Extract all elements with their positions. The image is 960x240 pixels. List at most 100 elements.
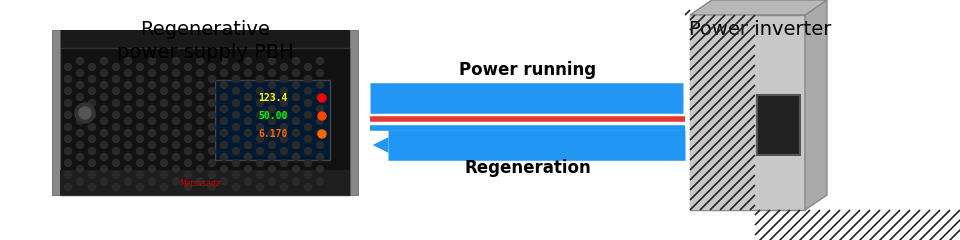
Circle shape xyxy=(245,118,252,125)
Circle shape xyxy=(197,118,204,125)
Circle shape xyxy=(125,166,132,173)
Circle shape xyxy=(269,130,276,137)
Circle shape xyxy=(112,76,119,83)
Circle shape xyxy=(317,82,324,89)
Circle shape xyxy=(136,172,143,179)
Circle shape xyxy=(304,172,311,179)
Circle shape xyxy=(221,166,228,173)
Circle shape xyxy=(293,82,300,89)
Circle shape xyxy=(184,124,191,131)
Circle shape xyxy=(160,184,167,191)
Circle shape xyxy=(280,124,287,131)
Circle shape xyxy=(317,154,324,161)
Circle shape xyxy=(232,172,239,179)
Circle shape xyxy=(112,184,119,191)
Circle shape xyxy=(317,106,324,113)
Circle shape xyxy=(125,142,132,149)
Circle shape xyxy=(256,124,263,131)
Circle shape xyxy=(112,100,119,107)
Circle shape xyxy=(208,112,215,119)
Circle shape xyxy=(64,100,71,107)
Circle shape xyxy=(112,88,119,95)
Circle shape xyxy=(173,178,180,185)
Polygon shape xyxy=(690,0,827,15)
Circle shape xyxy=(256,184,263,191)
Bar xyxy=(60,48,350,195)
Circle shape xyxy=(197,130,204,137)
Circle shape xyxy=(221,178,228,185)
Circle shape xyxy=(149,178,156,185)
Text: 50.00: 50.00 xyxy=(258,111,288,121)
Circle shape xyxy=(173,118,180,125)
Circle shape xyxy=(136,76,143,83)
Circle shape xyxy=(173,166,180,173)
Circle shape xyxy=(208,148,215,155)
Circle shape xyxy=(136,184,143,191)
Circle shape xyxy=(136,64,143,71)
Circle shape xyxy=(232,64,239,71)
Circle shape xyxy=(64,160,71,167)
Circle shape xyxy=(184,100,191,107)
Circle shape xyxy=(232,160,239,167)
Circle shape xyxy=(245,82,252,89)
Circle shape xyxy=(221,58,228,65)
Circle shape xyxy=(293,58,300,65)
Circle shape xyxy=(64,76,71,83)
Circle shape xyxy=(125,106,132,113)
Circle shape xyxy=(88,64,95,71)
Circle shape xyxy=(173,142,180,149)
Circle shape xyxy=(269,94,276,101)
Circle shape xyxy=(160,136,167,143)
Circle shape xyxy=(136,136,143,143)
Circle shape xyxy=(160,100,167,107)
Bar xyxy=(690,15,755,210)
Circle shape xyxy=(112,136,119,143)
Circle shape xyxy=(256,100,263,107)
Circle shape xyxy=(197,142,204,149)
Circle shape xyxy=(208,136,215,143)
Circle shape xyxy=(269,118,276,125)
Circle shape xyxy=(184,160,191,167)
Circle shape xyxy=(221,106,228,113)
FancyBboxPatch shape xyxy=(690,15,805,210)
Circle shape xyxy=(77,94,84,101)
Circle shape xyxy=(269,70,276,77)
Circle shape xyxy=(197,58,204,65)
Circle shape xyxy=(293,130,300,137)
Circle shape xyxy=(64,64,71,71)
Circle shape xyxy=(280,88,287,95)
Circle shape xyxy=(208,100,215,107)
Circle shape xyxy=(232,112,239,119)
Circle shape xyxy=(293,178,300,185)
Circle shape xyxy=(256,160,263,167)
Circle shape xyxy=(184,88,191,95)
Circle shape xyxy=(160,160,167,167)
Circle shape xyxy=(101,166,108,173)
Circle shape xyxy=(304,88,311,95)
Circle shape xyxy=(269,154,276,161)
Circle shape xyxy=(232,100,239,107)
Circle shape xyxy=(173,130,180,137)
Circle shape xyxy=(304,112,311,119)
Circle shape xyxy=(125,58,132,65)
Circle shape xyxy=(232,76,239,83)
Circle shape xyxy=(256,88,263,95)
Circle shape xyxy=(317,94,324,101)
Circle shape xyxy=(112,64,119,71)
Circle shape xyxy=(317,142,324,149)
Circle shape xyxy=(136,148,143,155)
Circle shape xyxy=(304,184,311,191)
Circle shape xyxy=(208,172,215,179)
Circle shape xyxy=(125,82,132,89)
Circle shape xyxy=(317,178,324,185)
Circle shape xyxy=(125,154,132,161)
Text: Regenerative
power supply PBH: Regenerative power supply PBH xyxy=(117,20,294,62)
Circle shape xyxy=(269,106,276,113)
Circle shape xyxy=(160,124,167,131)
Circle shape xyxy=(149,166,156,173)
Circle shape xyxy=(88,184,95,191)
Circle shape xyxy=(293,142,300,149)
Circle shape xyxy=(221,94,228,101)
Circle shape xyxy=(232,136,239,143)
Circle shape xyxy=(197,106,204,113)
